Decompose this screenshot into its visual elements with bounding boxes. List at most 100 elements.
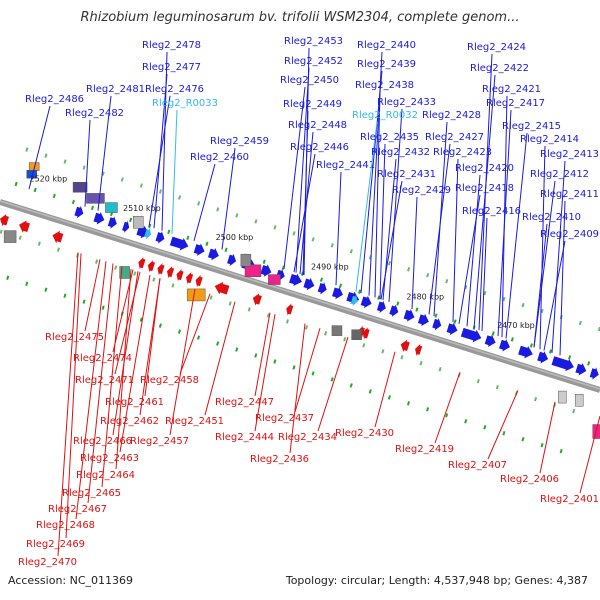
forward-gene[interactable] — [317, 281, 329, 296]
track-tick — [152, 277, 156, 282]
track-tick — [216, 341, 220, 346]
forward-gene-label: Rleg2_2448 — [288, 120, 347, 131]
forward-leader-line — [193, 163, 216, 241]
track-tick — [491, 331, 495, 336]
reverse-gene-label: Rleg2_2436 — [250, 454, 309, 465]
track-tick — [158, 323, 162, 328]
kbp-marker: 2500 kbp — [216, 233, 254, 242]
track-tick — [572, 408, 576, 414]
forward-leader-line — [335, 171, 342, 286]
track-tick — [82, 299, 86, 304]
forward-gene[interactable] — [432, 317, 444, 332]
forward-gene[interactable] — [389, 304, 401, 319]
forward-leader-line — [473, 74, 496, 329]
track-tick — [521, 302, 525, 308]
forward-gene[interactable] — [575, 362, 588, 377]
reverse-gene[interactable] — [51, 229, 64, 244]
forward-gene-label: Rleg2_2411 — [540, 189, 599, 200]
reverse-gene[interactable] — [194, 274, 204, 288]
forward-gene[interactable] — [207, 247, 220, 262]
reverse-gene[interactable] — [165, 265, 175, 279]
forward-gene[interactable] — [376, 300, 388, 315]
forward-gene[interactable] — [260, 263, 273, 278]
track-tick — [205, 241, 209, 247]
forward-gene[interactable] — [303, 277, 316, 292]
forward-gene[interactable] — [289, 272, 304, 288]
track-tick — [262, 259, 266, 264]
forward-gene[interactable] — [155, 230, 167, 245]
forward-gene[interactable] — [551, 354, 576, 373]
forward-gene-label: Rleg2_2424 — [467, 42, 526, 53]
forward-gene[interactable] — [498, 338, 511, 353]
reverse-gene-label: Rleg2_2470 — [18, 557, 77, 568]
feature-box — [351, 329, 362, 340]
forward-leader-line — [466, 174, 481, 327]
forward-gene[interactable] — [169, 235, 190, 253]
rna-gene[interactable] — [144, 227, 153, 240]
forward-gene-label: Rleg2_2432 — [371, 147, 430, 158]
reverse-gene[interactable] — [136, 256, 146, 270]
reverse-leader-line — [87, 263, 114, 504]
forward-gene[interactable] — [484, 333, 497, 348]
reverse-leader-line — [254, 314, 276, 432]
forward-gene-label: Rleg2_2486 — [25, 94, 84, 105]
reverse-gene[interactable] — [155, 262, 165, 276]
reverse-gene[interactable] — [361, 326, 371, 340]
forward-gene-label: Rleg2_2433 — [377, 97, 436, 108]
track-tick — [438, 367, 442, 372]
reverse-gene[interactable] — [184, 271, 194, 285]
feature-box — [240, 253, 252, 267]
forward-gene[interactable] — [122, 220, 132, 234]
rna-gene[interactable] — [350, 294, 359, 307]
track-tick — [396, 301, 400, 306]
forward-gene[interactable] — [518, 344, 535, 361]
kbp-marker: 2470 kbp — [497, 321, 535, 330]
forward-gene[interactable] — [460, 326, 483, 344]
reverse-gene[interactable] — [413, 343, 423, 357]
forward-gene[interactable] — [537, 350, 550, 365]
forward-leader-line — [379, 143, 386, 300]
forward-gene[interactable] — [193, 242, 206, 257]
reverse-gene[interactable] — [17, 219, 30, 234]
reverse-gene-label: Rleg2_2447 — [215, 397, 274, 408]
reverse-gene[interactable] — [175, 268, 185, 282]
forward-gene[interactable] — [226, 253, 238, 268]
feature-box — [72, 182, 88, 193]
reverse-gene-label: Rleg2_2430 — [335, 428, 394, 439]
track-tick — [139, 183, 143, 188]
forward-gene[interactable] — [74, 205, 86, 220]
track-tick — [476, 379, 480, 384]
reverse-gene[interactable] — [251, 292, 263, 307]
feature-box — [558, 390, 567, 404]
forward-gene[interactable] — [331, 286, 344, 301]
track-tick — [171, 283, 175, 288]
feature-box — [86, 193, 105, 204]
kbp-marker: 2510 kbp — [123, 204, 161, 213]
track-tick — [304, 325, 309, 330]
reverse-gene[interactable] — [284, 302, 294, 316]
forward-leader-line — [533, 180, 556, 348]
reverse-gene[interactable] — [213, 280, 230, 297]
forward-gene-label: Rleg2_2439 — [357, 59, 416, 70]
forward-gene[interactable] — [589, 366, 600, 381]
forward-gene[interactable] — [446, 321, 459, 336]
feature-box — [119, 266, 130, 279]
reverse-gene[interactable] — [146, 259, 156, 273]
reverse-gene[interactable] — [0, 213, 10, 228]
genome-backbone — [0, 199, 600, 393]
feature-box — [574, 394, 584, 407]
forward-gene[interactable] — [360, 295, 373, 310]
track-tick — [285, 319, 289, 324]
reverse-gene-label: Rleg2_2463 — [80, 453, 139, 464]
reverse-gene[interactable] — [399, 338, 411, 353]
track-tick — [158, 189, 163, 194]
track-tick — [368, 389, 372, 394]
reverse-gene-label: Rleg2_2437 — [255, 413, 314, 424]
forward-gene[interactable] — [107, 215, 119, 230]
forward-gene[interactable] — [417, 313, 430, 328]
reverse-gene-label: Rleg2_2469 — [26, 539, 85, 550]
track-tick — [510, 337, 514, 342]
track-tick — [453, 319, 457, 324]
forward-gene[interactable] — [93, 211, 106, 226]
forward-gene[interactable] — [403, 308, 416, 323]
